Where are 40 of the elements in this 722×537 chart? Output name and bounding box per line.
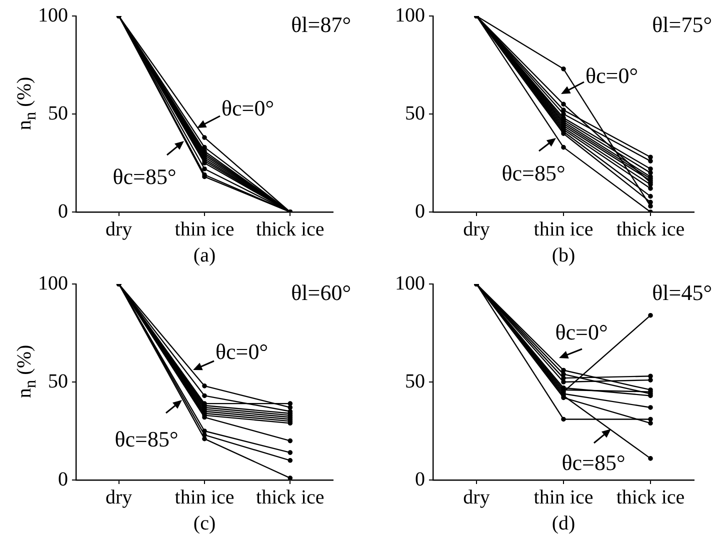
- annotation: θc=85°: [502, 160, 566, 186]
- y-tick-label: 100: [38, 4, 68, 26]
- y-tick-label: 100: [395, 272, 425, 294]
- x-tick-label: dry: [105, 218, 132, 240]
- y-tick-label: 100: [38, 272, 68, 294]
- y-tick-label: 100: [395, 4, 425, 26]
- annotation: θc=0°: [586, 63, 638, 88]
- x-tick-label: thin ice: [174, 486, 234, 508]
- y-tick-label: 0: [58, 468, 68, 490]
- y-tick-label: 0: [415, 468, 425, 490]
- x-axis-title: (c): [193, 512, 216, 534]
- x-axis-title: (d): [552, 512, 576, 534]
- y-tick-label: 50: [405, 370, 425, 392]
- x-tick-label: thin ice: [534, 486, 594, 508]
- x-axis-title: (b): [552, 244, 576, 266]
- x-tick-label: thin ice: [534, 218, 594, 240]
- y-tick-label: 50: [405, 102, 425, 124]
- x-tick-label: thick ice: [616, 218, 685, 240]
- x-tick-label: dry: [105, 486, 132, 508]
- x-tick-label: thick ice: [256, 486, 324, 508]
- x-tick-label: dry: [463, 486, 490, 508]
- x-axis-title: (a): [193, 244, 216, 266]
- annotation: θc=0°: [216, 339, 268, 364]
- annotation: θl=45°: [652, 280, 712, 305]
- y-tick-label: 50: [48, 370, 68, 392]
- annotation: θc=85°: [114, 426, 178, 452]
- y-tick-label: 0: [58, 200, 68, 222]
- annotation: θc=0°: [222, 96, 274, 120]
- x-tick-label: dry: [463, 218, 490, 240]
- y-tick-label: 0: [415, 200, 425, 222]
- x-tick-label: thick ice: [256, 218, 324, 240]
- annotation: θc=0°: [555, 319, 608, 344]
- annotation: θc=85°: [112, 164, 176, 190]
- annotation: θl=87°: [291, 12, 351, 37]
- annotation: θl=75°: [652, 12, 712, 37]
- annotation: θl=60°: [291, 280, 351, 305]
- y-tick-label: 50: [48, 102, 68, 124]
- x-tick-label: thin ice: [174, 218, 234, 240]
- x-tick-label: thick ice: [616, 486, 685, 508]
- annotation: θc=85°: [562, 450, 626, 475]
